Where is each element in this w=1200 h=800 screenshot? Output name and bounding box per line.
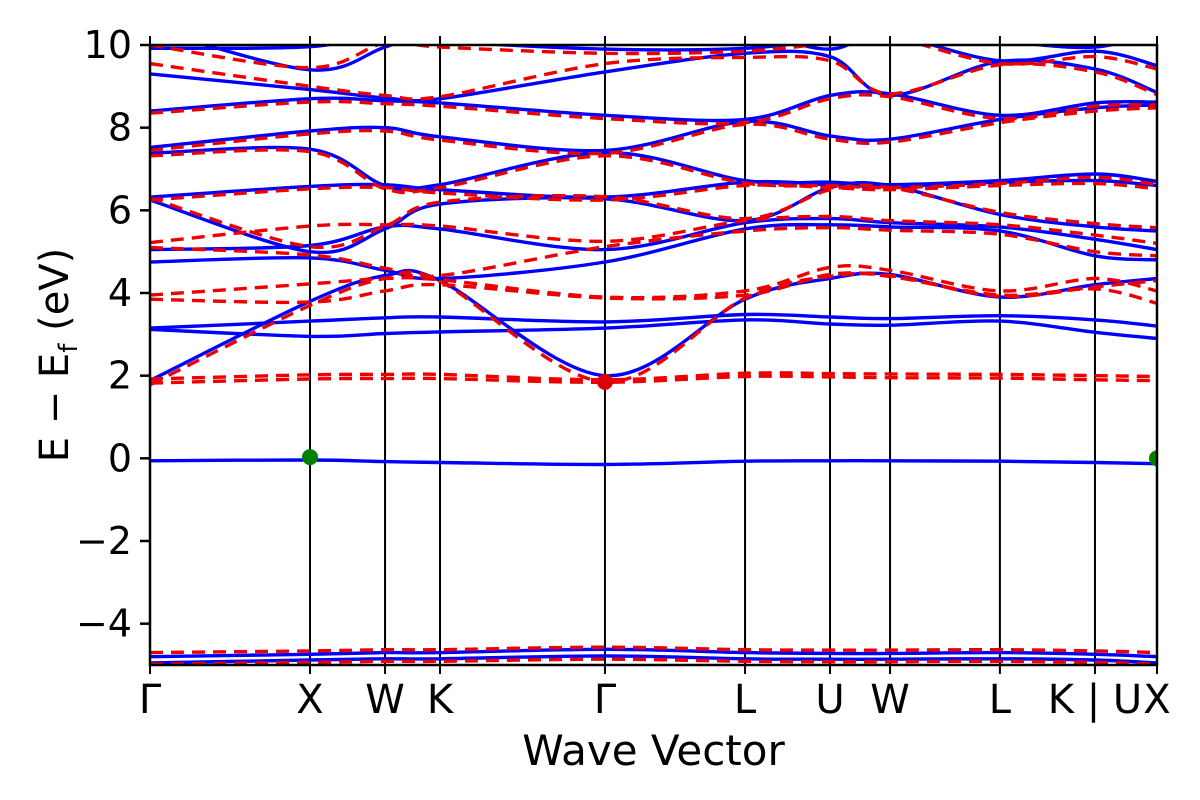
- band-line: [150, 647, 1157, 659]
- band-line: [150, 654, 1157, 665]
- band-line: [150, 148, 1157, 195]
- y-tick-label: 10: [84, 23, 132, 67]
- y-tick-label: −4: [76, 602, 132, 646]
- y-axis-label-suffix: (eV): [31, 247, 78, 344]
- band-line: [150, 145, 1157, 192]
- bands-dashed-red: [150, 45, 1157, 665]
- k-point-gridlines: [149, 45, 1158, 665]
- y-tick-label: 8: [108, 106, 132, 150]
- y-tick-label: −2: [76, 519, 132, 563]
- band-line: [150, 225, 1157, 279]
- band-markers: [302, 373, 1157, 467]
- band-line: [150, 271, 1157, 305]
- x-tick-label: U: [815, 677, 844, 723]
- band-line: [150, 374, 1157, 385]
- band-line: [150, 222, 1157, 281]
- band-marker-dot: [302, 449, 319, 466]
- x-tick-label: K: [427, 677, 455, 723]
- band-line: [150, 458, 1157, 467]
- y-axis-label-subscript: f: [54, 343, 85, 353]
- band-line: [150, 312, 1157, 330]
- x-axis-label: Wave Vector: [522, 726, 785, 775]
- band-marker-dot: [1149, 450, 1157, 467]
- band-line: [150, 264, 1157, 300]
- x-tick-label: W: [365, 677, 405, 723]
- y-tick-label: 4: [108, 271, 132, 315]
- band-line: [150, 106, 1157, 156]
- x-tick-label: K | U: [1048, 677, 1142, 723]
- x-tick-label: L: [989, 677, 1012, 723]
- x-tick-label: W: [870, 677, 910, 723]
- band-line: [150, 178, 1157, 199]
- x-tick-label: L: [734, 677, 757, 723]
- band-line: [150, 45, 1157, 68]
- band-line: [150, 214, 1157, 246]
- band-line: [150, 270, 1157, 387]
- band-line: [150, 180, 1157, 255]
- x-tick-label: X: [296, 677, 323, 723]
- y-axis-ticks: 10 8 6 4 2 0 −2 −4: [76, 23, 150, 646]
- x-tick-label: Γ: [139, 677, 162, 723]
- y-tick-label: 0: [108, 436, 132, 480]
- band-line: [150, 90, 1157, 123]
- band-line: [150, 93, 1157, 126]
- x-tick-label: Γ: [594, 677, 617, 723]
- y-tick-label: 6: [108, 188, 132, 232]
- x-tick-label: X: [1143, 677, 1170, 723]
- y-axis-label: E − Ef (eV): [32, 248, 84, 463]
- y-tick-label: 2: [108, 354, 132, 398]
- band-line: [200, 45, 1118, 72]
- y-axis-label-prefix: E − E: [31, 352, 78, 463]
- band-line: [150, 216, 1157, 252]
- plot-frame: [148, 43, 1159, 667]
- band-marker-dot: [596, 373, 613, 390]
- band-line: [150, 318, 1157, 341]
- band-line: [150, 45, 1157, 71]
- band-line: [150, 103, 1157, 153]
- band-line: [150, 183, 1157, 250]
